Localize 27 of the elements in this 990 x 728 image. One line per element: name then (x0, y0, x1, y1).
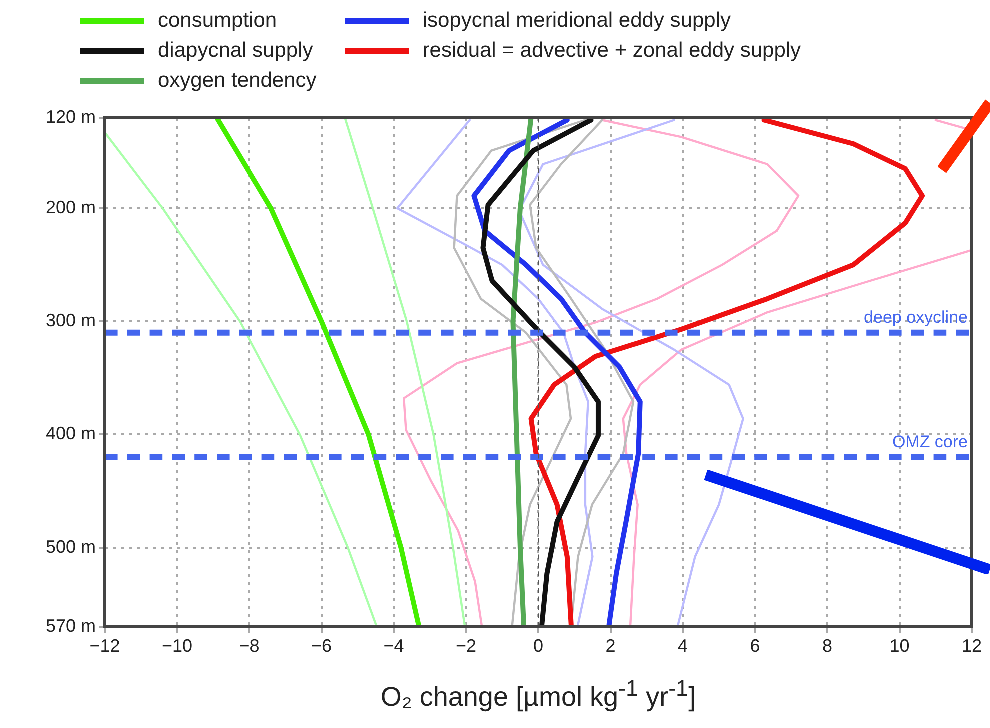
x-tick-label: 2 (606, 636, 616, 656)
ref-line-label: deep oxycline (864, 308, 968, 328)
x-tick-label: 4 (678, 636, 688, 656)
y-tick-label: 500 m (46, 536, 96, 557)
x-tick-label: 10 (890, 636, 910, 656)
x-tick-label: 6 (750, 636, 760, 656)
legend-label: diapycnal supply (158, 39, 314, 63)
x-tick-label: −10 (162, 636, 193, 656)
y-tick-label: 120 m (46, 106, 96, 127)
y-tick-label: 570 m (46, 616, 96, 636)
x-tick-label: −12 (90, 636, 120, 656)
x-tick-label: −6 (311, 636, 332, 656)
legend-label: oxygen tendency (158, 69, 317, 93)
ref-line-label: OMZ core (892, 432, 968, 452)
x-tick-label: 8 (822, 636, 833, 656)
x-tick-label: −4 (384, 636, 404, 656)
x-tick-label: −2 (456, 636, 477, 656)
legend-label: isopycnal meridional eddy supply (422, 9, 731, 33)
x-tick-label: −8 (239, 636, 260, 656)
y-tick-label: 300 m (46, 310, 96, 331)
y-tick-label: 400 m (46, 424, 96, 444)
x-tick-label: 0 (533, 636, 544, 656)
legend-label: consumption (158, 9, 278, 33)
x-axis-title: O₂ change [µmol kg$^{-1}$ yr$^{-1}$] (380, 676, 698, 713)
x-tick-label: 12 (962, 636, 982, 656)
y-tick-label: 200 m (46, 197, 96, 218)
legend-label: residual = advective + zonal eddy supply (422, 39, 802, 63)
